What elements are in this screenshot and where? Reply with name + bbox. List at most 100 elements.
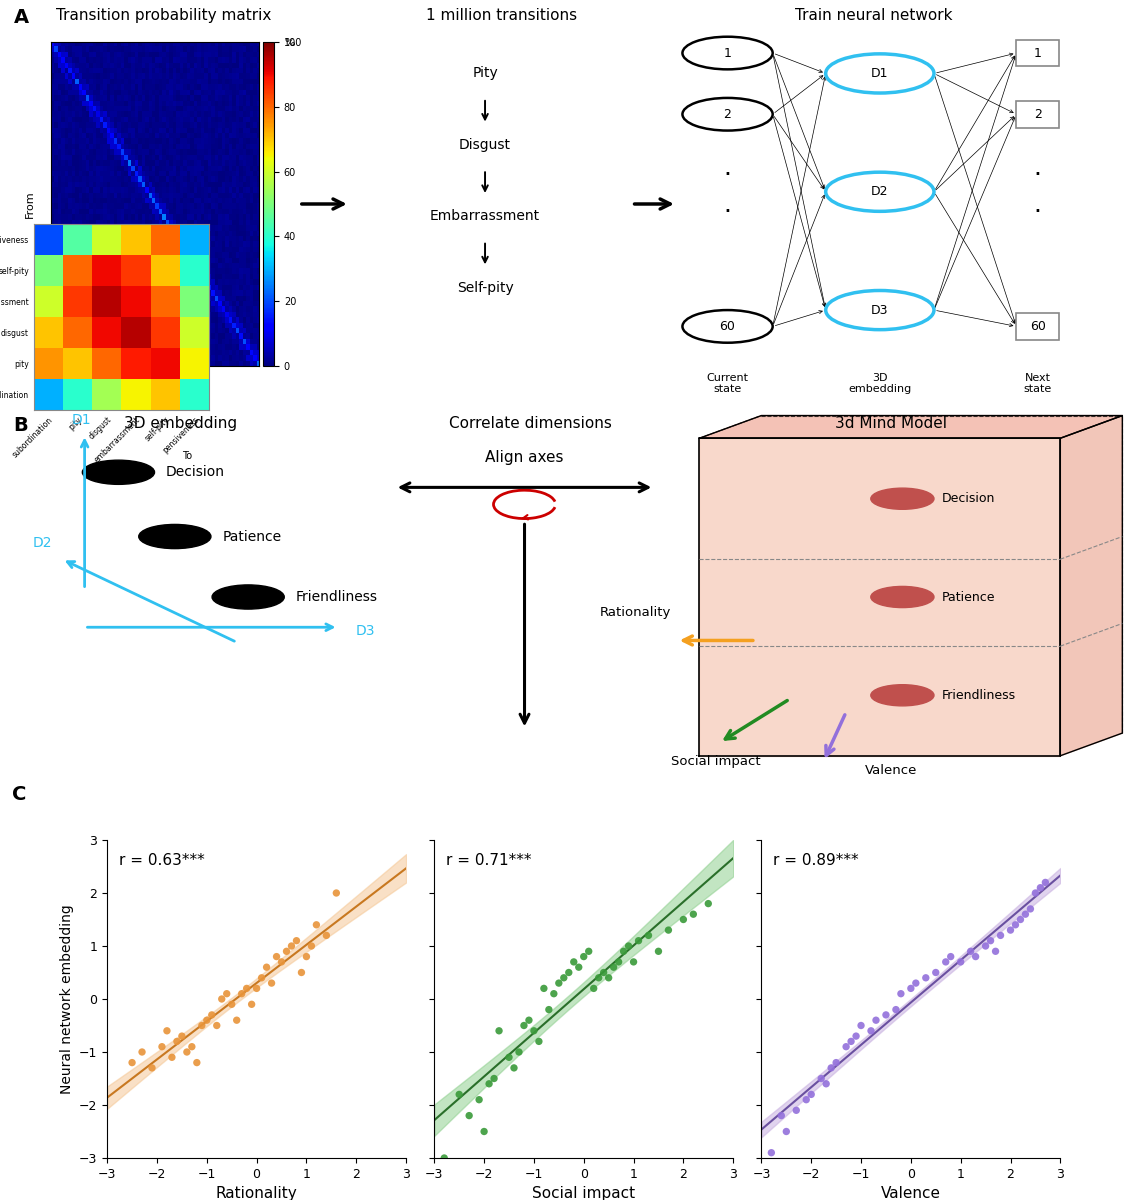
Text: Decision: Decision [166,466,224,479]
Text: Self-pity: Self-pity [457,281,513,295]
Point [288,931,306,950]
Point [967,947,985,966]
Text: ·: · [1033,163,1042,187]
Circle shape [682,310,773,343]
Text: 3D
embedding: 3D embedding [848,373,911,395]
Text: 1 million transitions: 1 million transitions [426,8,578,23]
Text: r = 0.89***: r = 0.89*** [774,853,860,868]
Point [238,979,256,998]
Point [187,1054,206,1073]
Point [555,968,573,988]
Point [510,1043,528,1062]
Point [173,1026,191,1045]
Text: D2: D2 [871,185,889,198]
Text: 60: 60 [720,320,735,332]
Text: Align axes: Align axes [485,450,564,464]
Point [302,936,320,955]
Text: 1: 1 [724,47,731,60]
Text: 2: 2 [724,108,731,121]
Point [927,962,945,982]
Point [876,1006,895,1025]
Circle shape [826,290,934,330]
Text: Pity: Pity [473,66,497,80]
Point [193,1016,211,1036]
Point [292,962,310,982]
Point [942,947,960,966]
Text: 1: 1 [1034,47,1041,60]
Point [197,1010,215,1030]
Point [640,926,658,946]
Text: Current
state: Current state [706,373,749,395]
Point [470,1090,488,1109]
Point [490,1021,508,1040]
Point [600,968,618,988]
X-axis label: Rationality: Rationality [215,1187,298,1200]
Point [1026,883,1045,902]
Circle shape [871,587,934,607]
Point [485,1069,503,1088]
Point [153,1037,171,1056]
Point [1012,910,1030,929]
Point [1016,905,1034,924]
Point [961,942,979,961]
Text: Social impact: Social impact [671,755,761,768]
Point [675,910,693,929]
Point [590,968,608,988]
Point [298,947,316,966]
Text: Decision: Decision [942,492,995,505]
Point [450,1085,468,1104]
Point [887,1000,905,1019]
Point [609,953,627,972]
Point [520,1010,538,1030]
Text: ·: · [723,200,732,224]
Point [183,1037,201,1056]
Text: 3d Mind Model: 3d Mind Model [835,415,948,431]
Text: 60: 60 [1030,320,1046,332]
Point [892,984,910,1003]
Point [773,1106,791,1126]
Point [263,973,281,992]
Text: Valence: Valence [865,763,917,776]
Point [203,1006,221,1025]
Text: Embarrassment: Embarrassment [430,209,540,223]
Text: Transition probability matrix: Transition probability matrix [56,8,271,23]
Point [574,947,593,966]
Point [530,1032,548,1051]
Point [460,1106,478,1126]
Point [123,1054,141,1073]
Point [902,979,920,998]
Point [213,989,231,1008]
Point [992,926,1010,946]
Point [605,958,623,977]
X-axis label: To: To [149,367,161,377]
Text: r = 0.63***: r = 0.63*** [120,853,205,868]
Point [178,1043,196,1062]
Text: D3: D3 [355,624,374,638]
Point [981,931,999,950]
Text: Patience: Patience [942,590,995,604]
Text: %: % [284,38,294,48]
Circle shape [871,488,934,509]
Point [619,936,637,955]
Text: Disgust: Disgust [459,138,511,152]
Point [917,968,935,988]
Point [685,905,703,924]
Point [208,1016,226,1036]
Point [1031,878,1049,898]
Point [977,936,995,955]
Point [549,973,567,992]
Text: Correlate dimensions: Correlate dimensions [449,415,611,431]
Point [168,1032,186,1051]
Text: B: B [14,415,28,434]
Point [222,995,240,1014]
Point [540,1000,558,1019]
Text: Next
state: Next state [1023,373,1052,395]
Circle shape [826,172,934,211]
Point [802,1085,820,1104]
Point [559,962,578,982]
Text: ·: · [1033,200,1042,224]
Point [862,1021,880,1040]
Point [505,1058,523,1078]
Point [584,979,602,998]
Point [867,1010,885,1030]
